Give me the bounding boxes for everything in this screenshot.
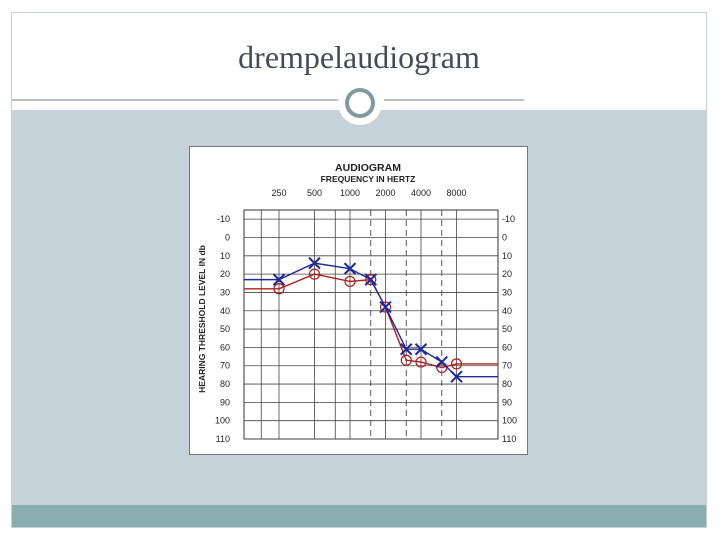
left-ear-marker [414,343,428,356]
left-ear-marker [364,273,377,286]
left-ear-marker [308,256,321,270]
y-tick-label-left: 100 [215,416,230,426]
y-tick-label-left: 110 [216,434,230,444]
y-tick-label-left: -10 [217,214,230,224]
x-tick-label: 4000 [411,188,431,198]
right-ear-marker [273,283,285,295]
x-tick-label: 8000 [446,188,466,198]
slide-frame [11,12,707,528]
title-divider-right [384,99,524,101]
slide-title: drempelaudiogram [238,39,480,75]
y-tick-label-left: 80 [220,379,230,389]
left-ear-marker [379,300,392,314]
y-axis-label: HEARING THRESHOLD LEVEL IN db [197,245,207,393]
x-tick-label: 1000 [340,188,360,198]
circle-ring [345,88,375,118]
y-tick-label-right: 20 [502,269,512,279]
y-tick-label-right: 40 [502,306,512,316]
y-tick-label-left: 50 [220,324,230,334]
left-ear-marker [272,273,286,286]
right-ear-marker [450,358,463,370]
right-ear-marker-dot [440,366,443,369]
right-ear-marker [344,275,356,288]
left-ear-marker [343,262,357,275]
x-tick-label: 2000 [375,188,395,198]
right-ear-marker-dot [405,359,408,362]
left-ear-marker [435,355,448,369]
left-ear-marker [400,343,413,356]
y-tick-label-left: 0 [225,232,230,242]
x-tick-label: 250 [271,188,286,198]
y-tick-label-right: 90 [502,397,512,407]
y-tick-label-left: 60 [220,342,230,352]
title-divider-left [12,99,340,101]
y-tick-label-left: 40 [220,306,230,316]
right-ear-marker [400,354,412,366]
y-tick-label-right: 100 [502,416,517,426]
y-tick-label-right: -10 [502,214,515,224]
y-tick-label-right: 50 [502,324,512,334]
right-ear-marker-dot [278,287,280,290]
right-ear-marker [308,268,321,280]
footer-bar [12,505,706,527]
y-tick-label-right: 30 [502,287,512,297]
left-ear-marker [450,370,463,383]
chart-subtitle: FREQUENCY IN HERTZ [321,174,416,184]
y-tick-label-left: 30 [220,287,230,297]
x-tick-label: 500 [307,188,322,198]
right-ear-marker-dot [420,361,422,364]
y-tick-label-right: 0 [502,232,507,242]
right-ear-marker-dot [455,362,458,365]
right-ear-marker [379,301,392,313]
y-tick-label-right: 80 [502,379,512,389]
y-tick-label-right: 60 [502,342,512,352]
y-tick-label-right: 70 [502,361,512,371]
audiogram-svg: AUDIOGRAM FREQUENCY IN HERTZ HEARING THR… [197,162,517,444]
chart-title: AUDIOGRAM [335,162,401,174]
right-ear-marker-dot [349,280,351,283]
y-tick-label-left: 90 [220,397,230,407]
y-tick-label-left: 10 [220,251,230,261]
y-tick-label-left: 70 [220,361,230,371]
y-tick-label-right: 10 [502,251,512,261]
circle-ornament [338,81,382,125]
y-tick-label-left: 20 [220,269,230,279]
right-ear-marker-dot [313,273,316,276]
right-ear-marker [365,274,377,286]
right-ear-marker [415,356,427,368]
audiogram-chart: AUDIOGRAM FREQUENCY IN HERTZ HEARING THR… [189,146,528,455]
y-tick-label-right: 110 [502,434,516,444]
